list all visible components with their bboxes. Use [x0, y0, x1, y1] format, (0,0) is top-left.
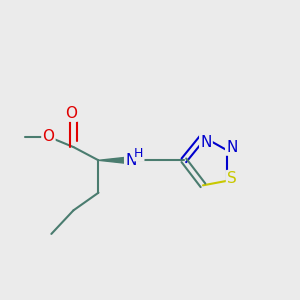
Text: N: N — [226, 140, 238, 154]
Text: O: O — [65, 106, 77, 121]
Text: N: N — [125, 153, 136, 168]
Text: H: H — [134, 147, 143, 160]
Text: N: N — [200, 134, 211, 149]
Text: O: O — [42, 129, 54, 144]
Polygon shape — [98, 157, 131, 164]
Text: S: S — [227, 171, 237, 186]
